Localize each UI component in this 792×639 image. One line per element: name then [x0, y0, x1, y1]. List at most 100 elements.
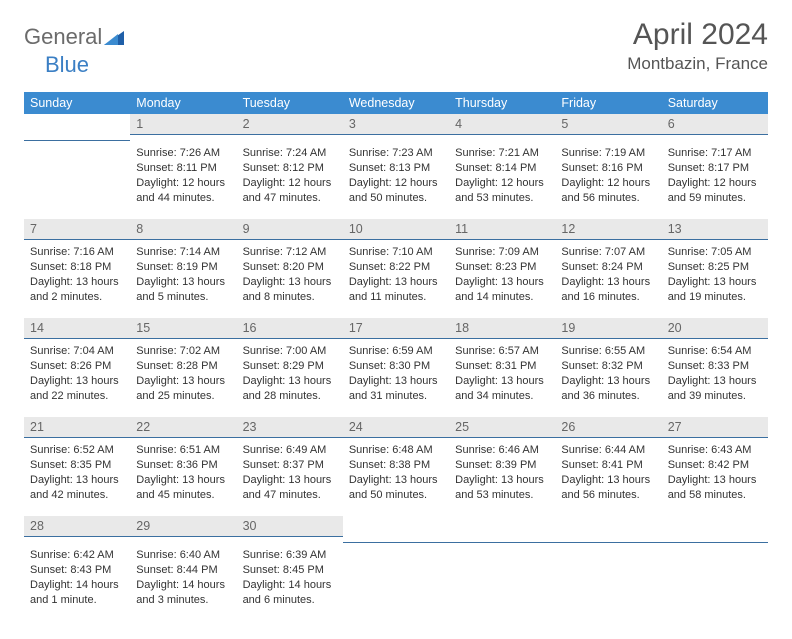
- sun-info: Sunrise: 6:39 AMSunset: 8:45 PMDaylight:…: [243, 548, 337, 607]
- day-cell: Sunrise: 6:44 AMSunset: 8:41 PMDaylight:…: [555, 438, 661, 516]
- daylight-text: Daylight: 14 hours and 3 minutes.: [136, 578, 230, 608]
- daylight-text: Daylight: 12 hours and 59 minutes.: [668, 176, 762, 206]
- day-cell: Sunrise: 7:07 AMSunset: 8:24 PMDaylight:…: [555, 240, 661, 318]
- day-header: Thursday: [449, 92, 555, 114]
- daylight-text: Daylight: 13 hours and 39 minutes.: [668, 374, 762, 404]
- daylight-text: Daylight: 13 hours and 47 minutes.: [243, 473, 337, 503]
- sunset-text: Sunset: 8:36 PM: [136, 458, 230, 473]
- sunrise-text: Sunrise: 7:10 AM: [349, 245, 443, 260]
- sunset-text: Sunset: 8:30 PM: [349, 359, 443, 374]
- sunrise-text: Sunrise: 7:00 AM: [243, 344, 337, 359]
- sun-info: Sunrise: 7:04 AMSunset: 8:26 PMDaylight:…: [30, 344, 124, 403]
- sunset-text: Sunset: 8:43 PM: [30, 563, 124, 578]
- sunset-text: Sunset: 8:32 PM: [561, 359, 655, 374]
- sun-info: Sunrise: 7:17 AMSunset: 8:17 PMDaylight:…: [668, 146, 762, 205]
- day-header: Sunday: [24, 92, 130, 114]
- day-number: 26: [555, 417, 661, 438]
- sunset-text: Sunset: 8:11 PM: [136, 161, 230, 176]
- sunset-text: Sunset: 8:23 PM: [455, 260, 549, 275]
- daylight-text: Daylight: 14 hours and 6 minutes.: [243, 578, 337, 608]
- daylight-text: Daylight: 13 hours and 25 minutes.: [136, 374, 230, 404]
- day-header-row: Sunday Monday Tuesday Wednesday Thursday…: [24, 92, 768, 114]
- sun-info: Sunrise: 6:51 AMSunset: 8:36 PMDaylight:…: [136, 443, 230, 502]
- daylight-text: Daylight: 13 hours and 45 minutes.: [136, 473, 230, 503]
- sunset-text: Sunset: 8:12 PM: [243, 161, 337, 176]
- sunrise-text: Sunrise: 6:46 AM: [455, 443, 549, 458]
- sunrise-text: Sunrise: 7:04 AM: [30, 344, 124, 359]
- sunset-text: Sunset: 8:45 PM: [243, 563, 337, 578]
- day-number: 20: [662, 318, 768, 339]
- sun-info: Sunrise: 7:16 AMSunset: 8:18 PMDaylight:…: [30, 245, 124, 304]
- day-number: 3: [343, 114, 449, 135]
- sunrise-text: Sunrise: 7:19 AM: [561, 146, 655, 161]
- daylight-text: Daylight: 13 hours and 28 minutes.: [243, 374, 337, 404]
- sun-info: Sunrise: 6:57 AMSunset: 8:31 PMDaylight:…: [455, 344, 549, 403]
- daylight-text: Daylight: 13 hours and 42 minutes.: [30, 473, 124, 503]
- sun-info: Sunrise: 6:54 AMSunset: 8:33 PMDaylight:…: [668, 344, 762, 403]
- sunset-text: Sunset: 8:14 PM: [455, 161, 549, 176]
- sunset-text: Sunset: 8:20 PM: [243, 260, 337, 275]
- day-cell: Sunrise: 6:54 AMSunset: 8:33 PMDaylight:…: [662, 339, 768, 417]
- day-cell: Sunrise: 6:51 AMSunset: 8:36 PMDaylight:…: [130, 438, 236, 516]
- sunset-text: Sunset: 8:39 PM: [455, 458, 549, 473]
- week-daynum-row: 123456: [24, 114, 768, 141]
- day-cell: Sunrise: 7:23 AMSunset: 8:13 PMDaylight:…: [343, 141, 449, 219]
- day-cell: Sunrise: 7:10 AMSunset: 8:22 PMDaylight:…: [343, 240, 449, 318]
- sunrise-text: Sunrise: 7:12 AM: [243, 245, 337, 260]
- day-header: Friday: [555, 92, 661, 114]
- sunset-text: Sunset: 8:41 PM: [561, 458, 655, 473]
- sunrise-text: Sunrise: 6:59 AM: [349, 344, 443, 359]
- sunrise-text: Sunrise: 7:24 AM: [243, 146, 337, 161]
- sunrise-text: Sunrise: 7:14 AM: [136, 245, 230, 260]
- day-number: 2: [237, 114, 343, 135]
- logo-text-blue: Blue: [45, 52, 89, 77]
- sun-info: Sunrise: 6:46 AMSunset: 8:39 PMDaylight:…: [455, 443, 549, 502]
- sunrise-text: Sunrise: 6:48 AM: [349, 443, 443, 458]
- day-cell: Sunrise: 7:16 AMSunset: 8:18 PMDaylight:…: [24, 240, 130, 318]
- sun-info: Sunrise: 6:44 AMSunset: 8:41 PMDaylight:…: [561, 443, 655, 502]
- day-number: 16: [237, 318, 343, 339]
- sun-info: Sunrise: 6:59 AMSunset: 8:30 PMDaylight:…: [349, 344, 443, 403]
- day-cell: Sunrise: 7:24 AMSunset: 8:12 PMDaylight:…: [237, 141, 343, 219]
- sun-info: Sunrise: 7:02 AMSunset: 8:28 PMDaylight:…: [136, 344, 230, 403]
- day-header: Monday: [130, 92, 236, 114]
- daylight-text: Daylight: 12 hours and 53 minutes.: [455, 176, 549, 206]
- day-cell: Sunrise: 6:57 AMSunset: 8:31 PMDaylight:…: [449, 339, 555, 417]
- sunrise-text: Sunrise: 6:51 AM: [136, 443, 230, 458]
- day-cell: Sunrise: 7:14 AMSunset: 8:19 PMDaylight:…: [130, 240, 236, 318]
- daylight-text: Daylight: 13 hours and 50 minutes.: [349, 473, 443, 503]
- day-number: 6: [662, 114, 768, 135]
- day-header: Saturday: [662, 92, 768, 114]
- day-cell: Sunrise: 7:21 AMSunset: 8:14 PMDaylight:…: [449, 141, 555, 219]
- sun-info: Sunrise: 7:07 AMSunset: 8:24 PMDaylight:…: [561, 245, 655, 304]
- sun-info: Sunrise: 7:19 AMSunset: 8:16 PMDaylight:…: [561, 146, 655, 205]
- day-number: [449, 516, 555, 543]
- day-cell: Sunrise: 7:17 AMSunset: 8:17 PMDaylight:…: [662, 141, 768, 219]
- day-number: [24, 114, 130, 141]
- day-cell: Sunrise: 6:39 AMSunset: 8:45 PMDaylight:…: [237, 543, 343, 621]
- sun-info: Sunrise: 6:52 AMSunset: 8:35 PMDaylight:…: [30, 443, 124, 502]
- daylight-text: Daylight: 13 hours and 58 minutes.: [668, 473, 762, 503]
- sun-info: Sunrise: 6:42 AMSunset: 8:43 PMDaylight:…: [30, 548, 124, 607]
- day-number: [555, 516, 661, 543]
- daylight-text: Daylight: 12 hours and 47 minutes.: [243, 176, 337, 206]
- sunrise-text: Sunrise: 6:44 AM: [561, 443, 655, 458]
- daylight-text: Daylight: 13 hours and 16 minutes.: [561, 275, 655, 305]
- sunrise-text: Sunrise: 7:09 AM: [455, 245, 549, 260]
- sunrise-text: Sunrise: 7:07 AM: [561, 245, 655, 260]
- day-number: 17: [343, 318, 449, 339]
- sunrise-text: Sunrise: 7:17 AM: [668, 146, 762, 161]
- sunrise-text: Sunrise: 7:26 AM: [136, 146, 230, 161]
- day-cell: [662, 543, 768, 621]
- sunrise-text: Sunrise: 6:42 AM: [30, 548, 124, 563]
- day-cell: [24, 141, 130, 219]
- sunset-text: Sunset: 8:19 PM: [136, 260, 230, 275]
- daylight-text: Daylight: 13 hours and 53 minutes.: [455, 473, 549, 503]
- sunset-text: Sunset: 8:35 PM: [30, 458, 124, 473]
- day-cell: [343, 543, 449, 621]
- day-cell: Sunrise: 7:05 AMSunset: 8:25 PMDaylight:…: [662, 240, 768, 318]
- week-daynum-row: 78910111213: [24, 219, 768, 240]
- week-body-row: Sunrise: 6:52 AMSunset: 8:35 PMDaylight:…: [24, 438, 768, 516]
- day-number: 1: [130, 114, 236, 135]
- day-cell: Sunrise: 6:46 AMSunset: 8:39 PMDaylight:…: [449, 438, 555, 516]
